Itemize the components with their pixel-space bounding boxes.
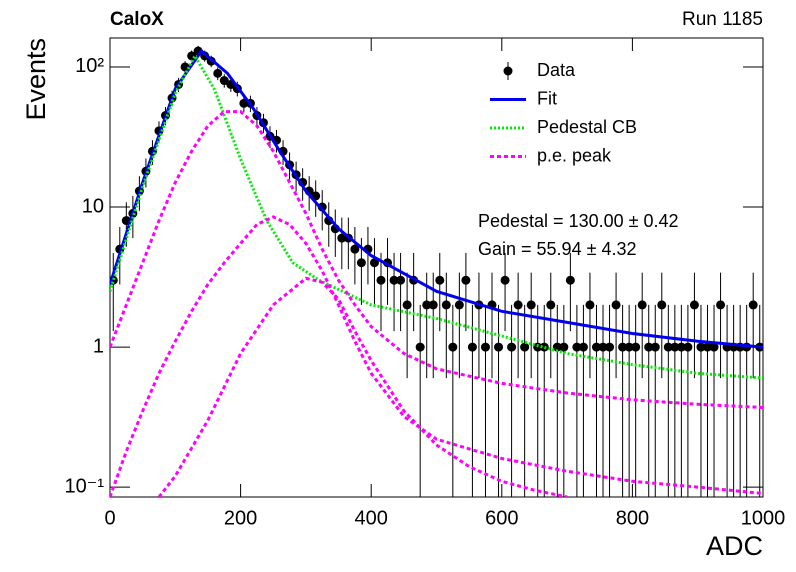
data-point xyxy=(624,342,634,352)
fit-line xyxy=(110,48,763,349)
legend-label: Pedestal CB xyxy=(537,117,637,137)
data-point xyxy=(461,275,471,285)
fit-line xyxy=(110,110,763,497)
data-point xyxy=(709,342,719,352)
x-tick-label: 0 xyxy=(104,507,115,529)
data-point xyxy=(507,342,517,352)
data-point xyxy=(591,342,601,352)
data-point xyxy=(663,342,673,352)
data-point xyxy=(415,342,425,352)
data-point xyxy=(500,275,510,285)
data-point xyxy=(572,342,582,352)
annotation: Gain = 55.94 ± 4.32 xyxy=(478,239,637,259)
data-point xyxy=(213,68,223,78)
data-point xyxy=(637,300,647,310)
data-point xyxy=(513,300,523,310)
data-point xyxy=(689,300,699,310)
data-point xyxy=(605,342,615,352)
data-point xyxy=(696,342,706,352)
data-point xyxy=(428,300,438,310)
data-point xyxy=(441,300,451,310)
chart-subtitle: Run 1185 xyxy=(682,9,763,30)
data-point xyxy=(650,342,660,352)
y-axis-label: Events xyxy=(21,38,51,121)
data-point xyxy=(467,342,477,352)
plot-area xyxy=(110,45,763,497)
data-point xyxy=(356,258,366,268)
data-point xyxy=(631,342,641,352)
legend-label: p.e. peak xyxy=(537,145,612,165)
data-point xyxy=(494,342,504,352)
data-point xyxy=(435,275,445,285)
x-tick-label: 600 xyxy=(485,507,518,529)
data-point xyxy=(657,300,667,310)
data-point xyxy=(578,342,588,352)
x-tick-label: 800 xyxy=(616,507,649,529)
annotation: Pedestal = 130.00 ± 0.42 xyxy=(478,211,679,231)
data-point xyxy=(565,275,575,285)
data-point xyxy=(350,244,360,254)
chart-title: CaloX xyxy=(110,9,164,30)
data-point xyxy=(219,76,229,86)
data-point xyxy=(546,300,556,310)
data-point xyxy=(369,258,379,268)
data-point xyxy=(376,275,386,285)
data-point xyxy=(526,300,536,310)
x-tick-label: 200 xyxy=(224,507,257,529)
data-point xyxy=(422,300,432,310)
data-point xyxy=(448,342,458,352)
legend-label: Data xyxy=(537,60,576,80)
data-point xyxy=(559,342,569,352)
data-point xyxy=(585,300,595,310)
data-point xyxy=(520,342,530,352)
y-tick-label: 1 xyxy=(93,335,104,357)
x-tick-label: 400 xyxy=(355,507,388,529)
data-point xyxy=(676,342,686,352)
data-point xyxy=(611,300,621,310)
legend-label: Fit xyxy=(537,88,557,108)
x-axis-label: ADC xyxy=(706,531,763,561)
legend-marker xyxy=(503,66,513,76)
data-point xyxy=(389,275,399,285)
data-point xyxy=(683,342,693,352)
y-tick-label: 10² xyxy=(75,55,104,77)
data-point xyxy=(716,300,726,310)
data-point xyxy=(748,300,758,310)
data-point xyxy=(396,275,406,285)
data-point xyxy=(644,342,654,352)
data-point xyxy=(539,342,549,352)
data-point xyxy=(702,342,712,352)
y-tick-label: 10 xyxy=(82,195,104,217)
data-point xyxy=(598,342,608,352)
data-point xyxy=(480,342,490,352)
plot-frame xyxy=(109,37,764,498)
y-tick-label: 10⁻¹ xyxy=(65,475,105,497)
x-tick-label: 1000 xyxy=(741,507,786,529)
fit-line xyxy=(110,52,763,380)
data-point xyxy=(337,233,347,243)
data-point xyxy=(670,342,680,352)
data-point xyxy=(552,342,562,352)
data-point xyxy=(454,300,464,310)
data-point xyxy=(402,300,412,310)
data-point xyxy=(618,342,628,352)
